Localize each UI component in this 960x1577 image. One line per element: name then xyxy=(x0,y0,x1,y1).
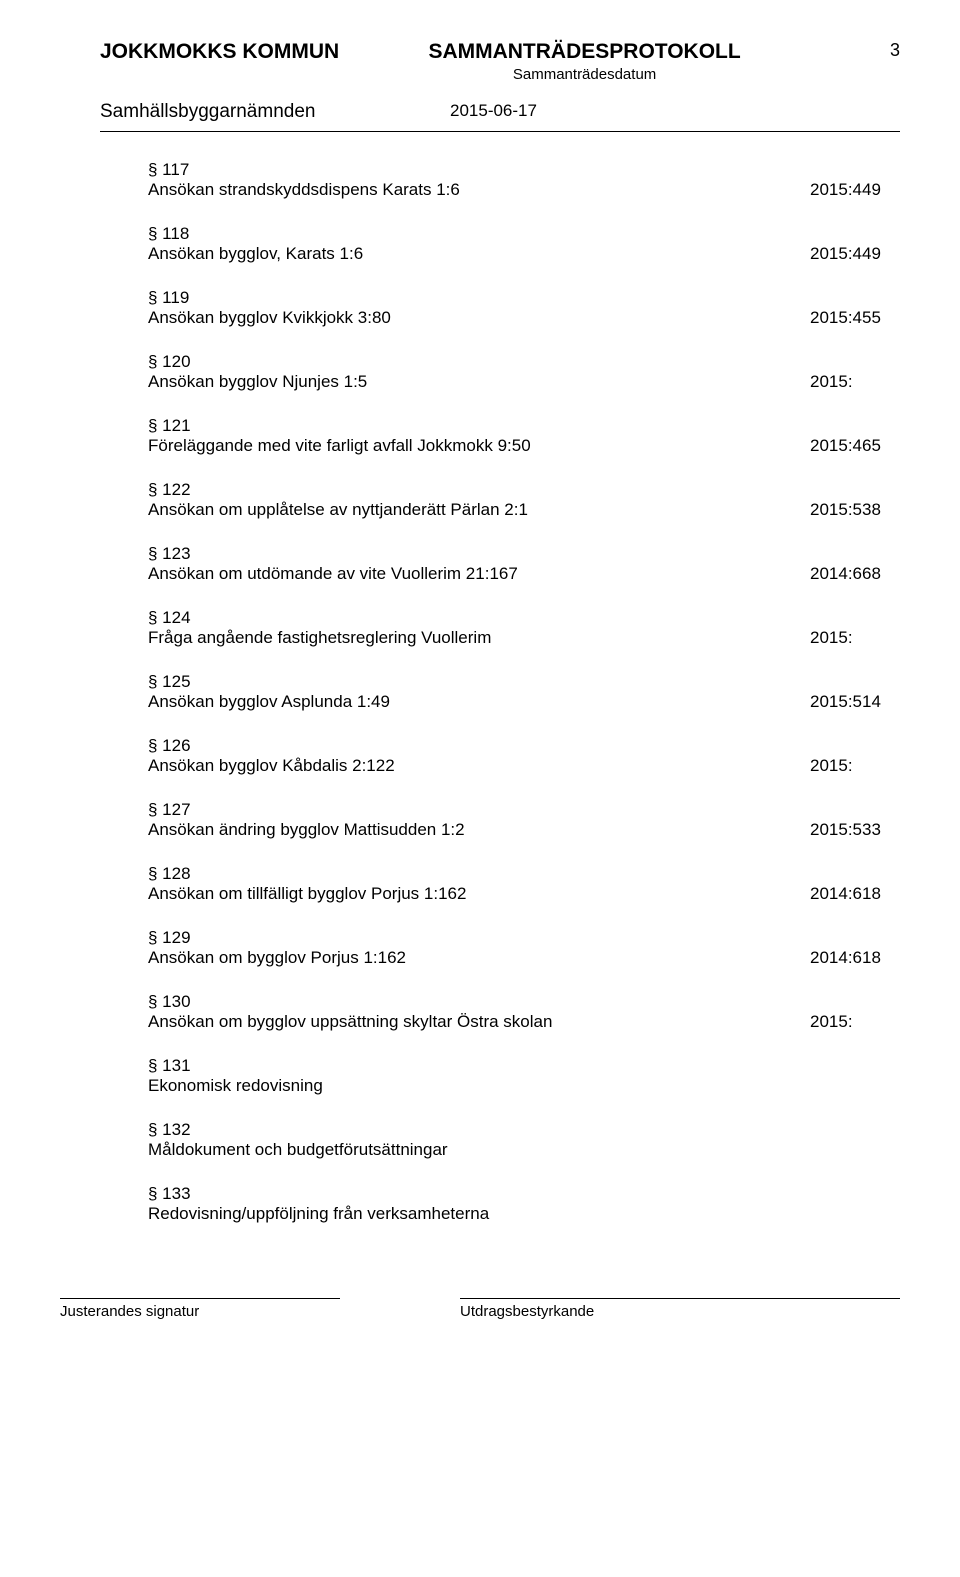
item-row: Måldokument och budgetförutsättningar xyxy=(148,1140,900,1160)
item-section-number: § 119 xyxy=(148,288,900,308)
item-title: Ansökan om utdömande av vite Vuollerim 2… xyxy=(148,564,810,584)
item-section-number: § 129 xyxy=(148,928,900,948)
item-reference: 2015:455 xyxy=(810,308,900,328)
item-title: Ansökan ändring bygglov Mattisudden 1:2 xyxy=(148,820,810,840)
agenda-item: § 129Ansökan om bygglov Porjus 1:1622014… xyxy=(148,928,900,968)
agenda-item: § 118Ansökan bygglov, Karats 1:62015:449 xyxy=(148,224,900,264)
item-title: Måldokument och budgetförutsättningar xyxy=(148,1140,900,1160)
agenda-item: § 123Ansökan om utdömande av vite Vuolle… xyxy=(148,544,900,584)
item-section-number: § 124 xyxy=(148,608,900,628)
item-row: Föreläggande med vite farligt avfall Jok… xyxy=(148,436,900,456)
item-reference: 2015:538 xyxy=(810,500,900,520)
item-section-number: § 128 xyxy=(148,864,900,884)
agenda-item: § 126Ansökan bygglov Kåbdalis 2:1222015: xyxy=(148,736,900,776)
footer-attest-label: Utdragsbestyrkande xyxy=(460,1298,900,1320)
doc-title: SAMMANTRÄDESPROTOKOLL xyxy=(428,40,740,64)
item-title: Fråga angående fastighetsreglering Vuoll… xyxy=(148,628,810,648)
page-header: JOKKMOKKS KOMMUN SAMMANTRÄDESPROTOKOLL S… xyxy=(100,40,900,83)
item-row: Ansökan bygglov Asplunda 1:492015:514 xyxy=(148,692,900,712)
item-row: Ansökan om bygglov uppsättning skyltar Ö… xyxy=(148,1012,900,1032)
item-section-number: § 130 xyxy=(148,992,900,1012)
item-title: Ansökan bygglov Njunjes 1:5 xyxy=(148,372,810,392)
agenda-items: § 117Ansökan strandskyddsdispens Karats … xyxy=(100,160,900,1224)
item-row: Redovisning/uppföljning från verksamhete… xyxy=(148,1204,900,1224)
item-section-number: § 123 xyxy=(148,544,900,564)
item-title: Ansökan bygglov Kvikkjokk 3:80 xyxy=(148,308,810,328)
doc-subtitle: Sammanträdesdatum xyxy=(428,66,740,83)
footer-signature-label: Justerandes signatur xyxy=(60,1298,340,1320)
item-row: Ansökan bygglov Kvikkjokk 3:802015:455 xyxy=(148,308,900,328)
item-title: Ansökan bygglov Kåbdalis 2:122 xyxy=(148,756,810,776)
item-reference: 2014:618 xyxy=(810,948,900,968)
item-title: Föreläggande med vite farligt avfall Jok… xyxy=(148,436,810,456)
agenda-item: § 124Fråga angående fastighetsreglering … xyxy=(148,608,900,648)
item-row: Ansökan bygglov Kåbdalis 2:1222015: xyxy=(148,756,900,776)
item-reference: 2015:533 xyxy=(810,820,900,840)
item-section-number: § 120 xyxy=(148,352,900,372)
item-reference: 2015: xyxy=(810,756,900,776)
item-title: Ansökan om tillfälligt bygglov Porjus 1:… xyxy=(148,884,810,904)
item-section-number: § 125 xyxy=(148,672,900,692)
item-row: Ansökan strandskyddsdispens Karats 1:620… xyxy=(148,180,900,200)
agenda-item: § 125Ansökan bygglov Asplunda 1:492015:5… xyxy=(148,672,900,712)
header-divider xyxy=(100,131,900,132)
item-section-number: § 127 xyxy=(148,800,900,820)
agenda-item: § 133Redovisning/uppföljning från verksa… xyxy=(148,1184,900,1224)
agenda-item: § 117Ansökan strandskyddsdispens Karats … xyxy=(148,160,900,200)
item-reference: 2015:449 xyxy=(810,244,900,264)
item-row: Fråga angående fastighetsreglering Vuoll… xyxy=(148,628,900,648)
item-title: Redovisning/uppföljning från verksamhete… xyxy=(148,1204,900,1224)
item-section-number: § 121 xyxy=(148,416,900,436)
page-number: 3 xyxy=(870,40,900,61)
item-section-number: § 132 xyxy=(148,1120,900,1140)
item-title: Ansökan bygglov, Karats 1:6 xyxy=(148,244,810,264)
agenda-item: § 128Ansökan om tillfälligt bygglov Porj… xyxy=(148,864,900,904)
item-row: Ansökan om bygglov Porjus 1:1622014:618 xyxy=(148,948,900,968)
item-row: Ansökan ändring bygglov Mattisudden 1:22… xyxy=(148,820,900,840)
agenda-item: § 132Måldokument och budgetförutsättning… xyxy=(148,1120,900,1160)
item-reference: 2015: xyxy=(810,628,900,648)
agenda-item: § 131Ekonomisk redovisning xyxy=(148,1056,900,1096)
item-row: Ansökan bygglov Njunjes 1:52015: xyxy=(148,372,900,392)
item-row: Ansökan bygglov, Karats 1:62015:449 xyxy=(148,244,900,264)
item-row: Ekonomisk redovisning xyxy=(148,1076,900,1096)
item-section-number: § 133 xyxy=(148,1184,900,1204)
org-name: JOKKMOKKS KOMMUN xyxy=(100,40,339,64)
committee-name: Samhällsbyggarnämnden xyxy=(100,101,450,123)
agenda-item: § 120Ansökan bygglov Njunjes 1:52015: xyxy=(148,352,900,392)
item-reference: 2015: xyxy=(810,1012,900,1032)
item-section-number: § 131 xyxy=(148,1056,900,1076)
item-reference: 2015: xyxy=(810,372,900,392)
subheader: Samhällsbyggarnämnden 2015-06-17 xyxy=(100,101,900,123)
item-reference: 2014:668 xyxy=(810,564,900,584)
agenda-item: § 130Ansökan om bygglov uppsättning skyl… xyxy=(148,992,900,1032)
item-reference: 2015:449 xyxy=(810,180,900,200)
item-title: Ansökan om upplåtelse av nyttjanderätt P… xyxy=(148,500,810,520)
item-reference: 2015:514 xyxy=(810,692,900,712)
agenda-item: § 119Ansökan bygglov Kvikkjokk 3:802015:… xyxy=(148,288,900,328)
item-row: Ansökan om utdömande av vite Vuollerim 2… xyxy=(148,564,900,584)
item-section-number: § 117 xyxy=(148,160,900,180)
item-title: Ansökan strandskyddsdispens Karats 1:6 xyxy=(148,180,810,200)
item-row: Ansökan om upplåtelse av nyttjanderätt P… xyxy=(148,500,900,520)
agenda-item: § 122Ansökan om upplåtelse av nyttjander… xyxy=(148,480,900,520)
item-reference: 2014:618 xyxy=(810,884,900,904)
item-section-number: § 122 xyxy=(148,480,900,500)
page-footer: Justerandes signatur Utdragsbestyrkande xyxy=(100,1248,900,1320)
item-section-number: § 126 xyxy=(148,736,900,756)
item-reference: 2015:465 xyxy=(810,436,900,456)
item-title: Ansökan om bygglov uppsättning skyltar Ö… xyxy=(148,1012,810,1032)
agenda-item: § 121Föreläggande med vite farligt avfal… xyxy=(148,416,900,456)
item-title: Ansökan bygglov Asplunda 1:49 xyxy=(148,692,810,712)
meeting-date: 2015-06-17 xyxy=(450,101,537,123)
agenda-item: § 127Ansökan ändring bygglov Mattisudden… xyxy=(148,800,900,840)
item-section-number: § 118 xyxy=(148,224,900,244)
item-row: Ansökan om tillfälligt bygglov Porjus 1:… xyxy=(148,884,900,904)
item-title: Ansökan om bygglov Porjus 1:162 xyxy=(148,948,810,968)
item-title: Ekonomisk redovisning xyxy=(148,1076,900,1096)
doc-heading: SAMMANTRÄDESPROTOKOLL Sammanträdesdatum xyxy=(428,40,740,83)
